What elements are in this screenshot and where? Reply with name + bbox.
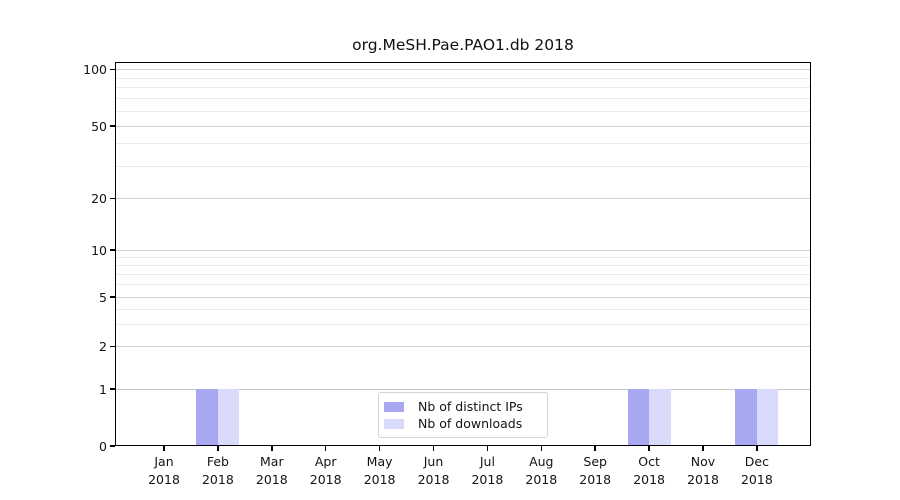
x-tick-mark: [378, 446, 381, 451]
x-tick-label: Oct 2018: [633, 454, 665, 487]
x-tick-mark: [217, 446, 219, 451]
x-tick-label: Jun 2018: [417, 454, 450, 487]
major-gridline: [115, 296, 811, 298]
minor-gridline: [115, 77, 811, 79]
minor-gridline: [115, 284, 811, 286]
y-tick-mark: [110, 345, 115, 348]
major-gridline: [115, 198, 811, 199]
x-tick-label: Jan 2018: [148, 454, 180, 487]
x-tick-label: Dec 2018: [740, 454, 773, 487]
legend-item-downloads: Nb of downloads: [384, 416, 539, 431]
major-gridline: [115, 249, 811, 251]
minor-gridline: [115, 256, 811, 258]
x-tick-label: May 2018: [363, 454, 396, 487]
minor-gridline: [115, 264, 811, 266]
x-tick-mark: [432, 446, 435, 451]
minor-gridline: [115, 98, 811, 100]
legend-swatch-downloads: [384, 418, 404, 429]
x-tick-mark: [324, 446, 327, 451]
major-gridline: [115, 125, 811, 127]
y-tick-label: 5: [99, 289, 107, 305]
y-tick-label: 2: [99, 339, 107, 354]
major-gridline: [115, 69, 811, 70]
major-gridline: [115, 388, 811, 390]
x-tick-label: Sep 2018: [579, 454, 612, 487]
y-tick-label: 50: [91, 118, 107, 134]
chart-title: org.MeSH.Pae.PAO1.db 2018: [352, 36, 574, 54]
x-tick-label: Jul 2018: [471, 454, 504, 487]
y-tick-label: 10: [91, 242, 107, 258]
bar-distinct-ips: [627, 389, 650, 446]
x-tick-mark: [486, 446, 489, 451]
minor-gridline: [115, 324, 811, 326]
x-tick-label: Aug 2018: [525, 454, 558, 487]
y-tick-mark: [110, 125, 115, 127]
x-tick-label: Nov 2018: [687, 454, 719, 487]
x-tick-mark: [648, 446, 650, 451]
y-tick-label: 20: [91, 191, 107, 206]
y-tick-mark: [110, 197, 115, 200]
x-tick-label: Apr 2018: [309, 454, 342, 487]
x-tick-mark: [702, 446, 704, 451]
bar-distinct-ips: [735, 389, 757, 446]
x-tick-mark: [594, 446, 596, 451]
minor-gridline: [115, 110, 811, 112]
y-tick-mark: [110, 388, 115, 390]
x-tick-label: Feb 2018: [201, 454, 234, 487]
x-tick-label: Mar 2018: [255, 454, 288, 487]
major-gridline: [115, 346, 811, 347]
y-tick-label: 100: [83, 62, 107, 77]
y-tick-label: 1: [99, 381, 107, 397]
x-tick-mark: [163, 446, 165, 451]
legend: Nb of distinct IPs Nb of downloads: [378, 392, 548, 438]
minor-gridline: [115, 308, 811, 310]
bar-downloads: [649, 389, 671, 446]
y-tick-label: 0: [99, 438, 107, 454]
bar-distinct-ips: [196, 389, 218, 446]
y-tick-mark: [110, 445, 115, 447]
legend-item-distinct-ips: Nb of distinct IPs: [384, 399, 539, 414]
x-tick-mark: [540, 446, 543, 451]
x-tick-mark: [271, 446, 273, 451]
legend-label-downloads: Nb of downloads: [418, 416, 523, 431]
minor-gridline: [115, 273, 811, 275]
legend-label-distinct-ips: Nb of distinct IPs: [418, 399, 523, 414]
y-tick-mark: [110, 68, 115, 71]
x-tick-mark: [756, 446, 758, 451]
y-tick-mark: [110, 296, 115, 298]
minor-gridline: [115, 143, 811, 145]
minor-gridline: [115, 87, 811, 89]
bar-downloads: [217, 389, 240, 446]
plot-area: 0 1 2 5 10 20 50 100 Jan 2018 Feb 2018 Mar 2018 Apr…: [83, 62, 811, 487]
legend-swatch-distinct-ips: [384, 401, 404, 412]
minor-gridline: [115, 165, 811, 167]
y-tick-mark: [110, 249, 115, 251]
bar-downloads: [756, 389, 779, 446]
